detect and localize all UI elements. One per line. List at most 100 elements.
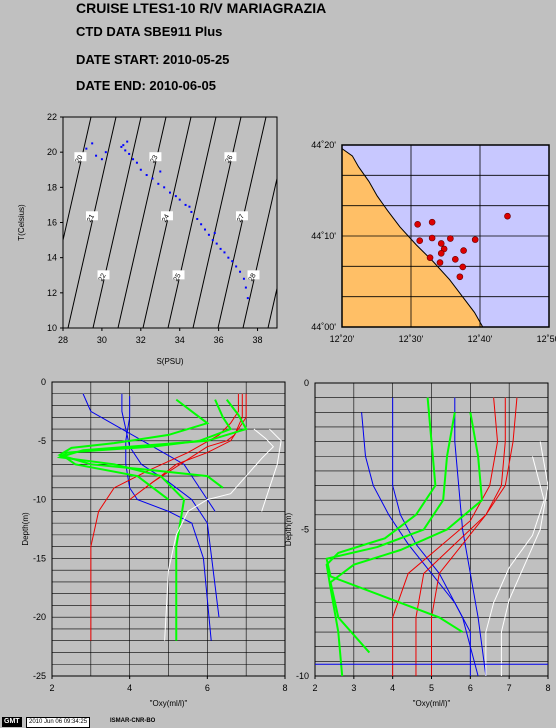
profile-line-blue <box>454 397 487 676</box>
station-marker <box>414 221 421 228</box>
ts-point <box>174 195 177 198</box>
ts-y-tick-label: 16 <box>47 218 57 228</box>
ts-point <box>120 145 123 148</box>
profile-line-green <box>325 397 437 676</box>
ts-point <box>196 217 199 220</box>
station-marker <box>471 236 479 243</box>
ts-point <box>190 210 193 213</box>
isopycnal-line <box>92 117 142 328</box>
profile-line-blue <box>392 397 479 676</box>
station-marker <box>436 259 444 266</box>
profile-x-tick-label: 8 <box>282 683 287 693</box>
ts-y-tick-label: 22 <box>47 112 57 122</box>
ts-point <box>122 144 125 147</box>
ts-x-label: S(PSU) <box>156 357 183 366</box>
ts-x-tick-label: 36 <box>214 335 224 345</box>
page-subtitle: CTD DATA SBE911 Plus <box>76 24 223 39</box>
ts-y-label: T(Celsius) <box>17 204 26 241</box>
ts-y-tick-label: 10 <box>47 323 57 333</box>
isopycnal-group: 20 21 22 23 24 25 26 27 28 29 <box>63 117 311 328</box>
station-marker <box>428 218 436 226</box>
ts-point <box>246 297 249 300</box>
station-marker <box>459 263 467 271</box>
ts-point <box>188 205 191 208</box>
ts-point <box>213 232 216 235</box>
ts-point <box>184 203 187 206</box>
ts-point <box>242 277 245 280</box>
ts-frame <box>62 116 278 329</box>
ts-point <box>235 265 238 268</box>
ts-point <box>215 242 218 245</box>
isopycnal-line <box>142 117 192 328</box>
profile-line-green <box>57 398 224 489</box>
isopycnal-line <box>217 117 267 328</box>
isopycnal-label: 25 <box>173 272 183 282</box>
ts-point <box>163 186 166 189</box>
isopycnal-label-bg <box>74 152 87 162</box>
profile-y-label: Depth(m) <box>284 512 293 546</box>
isopycnal-line <box>167 117 217 328</box>
profile-x-tick-label: 4 <box>390 683 395 693</box>
ts-point <box>135 161 138 164</box>
isopycnal-line <box>67 117 117 328</box>
isopycnal-label-bg <box>160 211 173 221</box>
profile-x-tick-label: 4 <box>127 683 132 693</box>
profile-x-tick-label: 2 <box>49 683 54 693</box>
profile-x-tick-label: 2 <box>312 683 317 693</box>
profile-line-blue <box>121 393 220 618</box>
station-marker <box>437 249 445 257</box>
station-marker <box>456 273 464 281</box>
profile-y-tick-label: -5 <box>38 436 46 446</box>
ts-point <box>95 154 98 157</box>
profile-x-tick-label: 7 <box>507 683 512 693</box>
profile-line-blue <box>125 396 212 641</box>
map-x-tick-label: 12˚40' <box>468 334 493 344</box>
station-marker <box>416 237 424 245</box>
profile-line-white <box>164 428 275 641</box>
isopycnal-label-bg <box>149 152 162 162</box>
ts-x-tick-label: 32 <box>136 335 146 345</box>
isopycnal-label: 28 <box>248 272 258 282</box>
map-x-tick-label: 12˚20' <box>330 334 355 344</box>
ts-point <box>223 251 226 254</box>
ts-y-tick-label: 14 <box>47 253 57 263</box>
isopycnal-line <box>242 176 277 328</box>
profile-line-red <box>90 393 239 641</box>
profile-y-tick-label: 0 <box>304 378 309 388</box>
isopycnal-line <box>192 117 242 328</box>
isopycnal-label-bg <box>97 270 110 280</box>
profile-x-tick-label: 8 <box>545 683 550 693</box>
ts-point <box>239 270 242 273</box>
isopycnal-line <box>267 286 277 328</box>
map-x-tick-label: 12˚50' <box>537 334 556 344</box>
ts-point <box>178 198 181 201</box>
isopycnal-label: 22 <box>98 272 108 282</box>
ts-point <box>204 228 207 231</box>
profile-line-red <box>431 397 518 676</box>
isopycnal-label: 27 <box>236 213 246 223</box>
isopycnal-label-bg <box>247 270 260 280</box>
profile-y-tick-label: -10 <box>33 495 46 505</box>
isopycnal-label-bg <box>299 152 311 161</box>
map-y-tick-label: 44˚10' <box>311 231 336 241</box>
isopycnal-label-bg <box>85 211 98 221</box>
station-marker <box>452 255 459 263</box>
profile-lines <box>56 393 282 641</box>
map-frame <box>341 144 550 328</box>
profile-line-blue <box>361 412 471 676</box>
ts-x-tick-label: 38 <box>253 335 263 345</box>
ts-point <box>219 247 222 250</box>
isopycnal-label-bg <box>224 152 237 162</box>
ts-point <box>231 260 234 263</box>
station-marker <box>504 212 511 220</box>
profile-y-tick-label: -15 <box>33 553 46 563</box>
profile-y-tick-label: -25 <box>33 671 46 681</box>
isopycnal-label: 23 <box>150 154 160 164</box>
profile-line-green <box>61 399 248 501</box>
profile-y-tick-label: -10 <box>296 671 309 681</box>
profile-line-white <box>500 441 548 676</box>
profile-line-white <box>485 456 545 676</box>
ts-point <box>91 142 94 145</box>
profile-x-label: "Oxy(ml/l)" <box>413 699 451 708</box>
